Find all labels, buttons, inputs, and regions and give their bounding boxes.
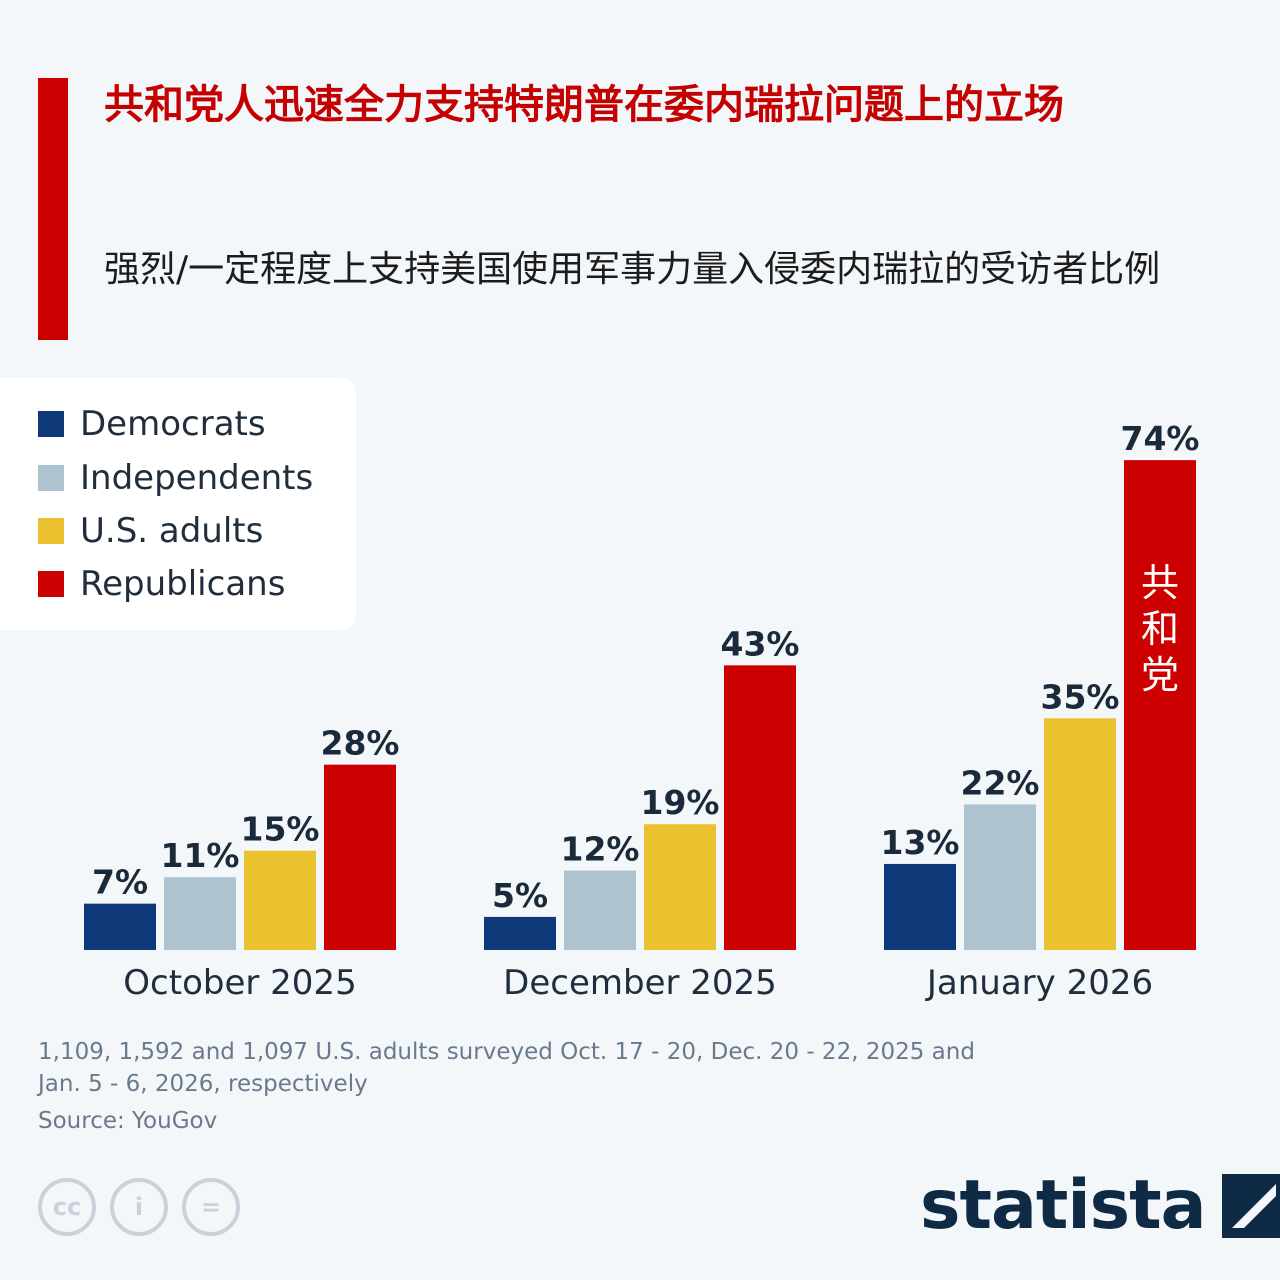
attribution-icon[interactable]: i xyxy=(110,1178,168,1236)
bar-democrats-0 xyxy=(84,903,156,950)
bar-democrats-2 xyxy=(884,863,956,950)
legend-label-democrats: Democrats xyxy=(80,404,266,444)
bar-value-label-us-adults-0: 15% xyxy=(241,810,320,849)
legend-label-us-adults: U.S. adults xyxy=(80,511,264,551)
legend-label-republicans: Republicans xyxy=(80,564,286,604)
bar-value-label-independents-1: 12% xyxy=(561,830,640,869)
bar-chart: 7% 11%15% 28% October 2025 5% 12%19% 43% Decemb… xyxy=(84,419,1200,1003)
bar-us-adults-1 xyxy=(644,824,716,950)
bar-value-label-us-adults-1: 19% xyxy=(641,783,720,822)
bar-independents-1 xyxy=(564,870,636,950)
statista-logo[interactable]: statista xyxy=(920,1172,1280,1240)
chart-subtitle: 强烈/一定程度上支持美国使用军事力量入侵委内瑞拉的受访者比例 xyxy=(104,249,1161,290)
category-label-1: December 2025 xyxy=(503,963,777,1003)
legend-item-us-adults: U.S. adults xyxy=(38,511,263,551)
legend-item-republicans: Republicans xyxy=(38,564,285,604)
bar-annotation-char-0: 共 xyxy=(1141,561,1179,605)
legend-item-independents: Independents xyxy=(38,458,313,498)
legend-swatch-us-adults xyxy=(38,518,64,544)
bar-us-adults-0 xyxy=(244,850,316,950)
bar-republicans-0 xyxy=(324,764,396,950)
bar-annotation-char-1: 和 xyxy=(1141,607,1179,651)
bar-value-label-republicans-1: 43% xyxy=(721,624,800,663)
bar-democrats-1 xyxy=(484,916,556,950)
bar-value-label-independents-2: 22% xyxy=(961,763,1040,802)
legend-swatch-democrats xyxy=(38,411,64,437)
legend-label-independents: Independents xyxy=(80,458,314,498)
bar-value-label-us-adults-2: 35% xyxy=(1041,677,1120,716)
legend-item-democrats: Democrats xyxy=(38,404,266,444)
bar-independents-2 xyxy=(964,804,1036,950)
bar-us-adults-2 xyxy=(1044,718,1116,950)
bar-republicans-1 xyxy=(724,665,796,950)
license-icons: cc i = xyxy=(38,1178,240,1236)
no-derivatives-icon[interactable]: = xyxy=(182,1178,240,1236)
bar-value-label-republicans-2: 74% xyxy=(1121,419,1200,458)
category-label-0: October 2025 xyxy=(123,963,356,1003)
bar-value-label-democrats-2: 13% xyxy=(881,823,960,862)
accent-bar xyxy=(38,78,68,340)
bar-republicans-2 xyxy=(1124,460,1196,950)
chart-title: 共和党人迅速全力支持特朗普在委内瑞拉问题上的立场 xyxy=(104,82,1064,128)
bar-value-label-republicans-0: 28% xyxy=(321,724,400,763)
legend: Democrats Independents U.S. adults Repub… xyxy=(0,378,356,630)
cc-icon[interactable]: cc xyxy=(38,1178,96,1236)
legend-swatch-independents xyxy=(38,465,64,491)
bar-value-label-independents-0: 11% xyxy=(161,836,240,875)
category-label-2: January 2026 xyxy=(925,963,1153,1003)
legend-swatch-republicans xyxy=(38,571,64,597)
source-text: Source: YouGov xyxy=(38,1108,218,1134)
bar-annotation-char-2: 党 xyxy=(1141,653,1179,697)
statista-wordmark: statista xyxy=(920,1166,1207,1245)
bar-value-label-democrats-0: 7% xyxy=(92,863,148,902)
statista-mark-icon xyxy=(1221,1174,1280,1238)
bar-independents-0 xyxy=(164,877,236,950)
bar-value-label-democrats-1: 5% xyxy=(492,876,548,915)
survey-notes: 1,109, 1,592 and 1,097 U.S. adults surve… xyxy=(38,1039,975,1097)
